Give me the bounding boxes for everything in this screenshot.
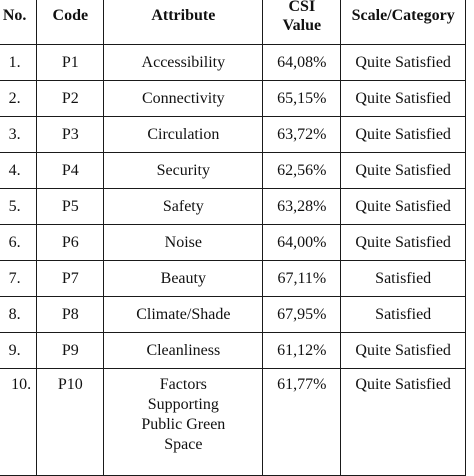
- header-csi-line2: Value: [282, 16, 322, 34]
- cell-attribute: Factors Supporting Public Green Space: [103, 368, 264, 476]
- cell-scale: Quite Satisfied: [340, 224, 466, 261]
- table-body: 1. P1 Accessibility 64,08% Quite Satisfi…: [0, 44, 466, 476]
- cell-no: 8.: [0, 296, 38, 333]
- cell-scale: Quite Satisfied: [340, 152, 466, 189]
- cell-attribute: Connectivity: [103, 80, 264, 117]
- cell-attribute-line: Public Green: [141, 416, 226, 433]
- table-row: 4. P4 Security 62,56% Quite Satisfied: [0, 152, 466, 189]
- cell-csi-value: 63,72%: [262, 116, 342, 153]
- cell-csi-value: 67,95%: [262, 296, 342, 333]
- cell-scale: Quite Satisfied: [340, 80, 466, 117]
- table-header: No. Code Attribute CSI Value Scale/Categ…: [0, 0, 466, 45]
- cell-csi-value: 65,15%: [262, 80, 342, 117]
- header-csi-line1: CSI: [288, 0, 316, 15]
- cell-code: P1: [36, 44, 105, 81]
- cell-attribute: Cleanliness: [103, 332, 264, 369]
- cell-code: P5: [36, 188, 105, 225]
- cell-no: 9.: [0, 332, 38, 369]
- cell-scale: Satisfied: [340, 260, 466, 297]
- table-row: 1. P1 Accessibility 64,08% Quite Satisfi…: [0, 44, 466, 81]
- cell-attribute-line: Factors: [159, 376, 207, 393]
- header-no: No.: [0, 0, 38, 45]
- cell-code: P10: [36, 368, 105, 476]
- header-csi-value: CSI Value: [262, 0, 342, 45]
- cell-code: P7: [36, 260, 105, 297]
- cell-attribute: Accessibility: [103, 44, 264, 81]
- header-row: No. Code Attribute CSI Value Scale/Categ…: [0, 0, 466, 45]
- cell-code: P3: [36, 116, 105, 153]
- cell-code: P6: [36, 224, 105, 261]
- cell-attribute: Safety: [103, 188, 264, 225]
- cell-scale: Quite Satisfied: [340, 188, 466, 225]
- cell-no: 4.: [0, 152, 38, 189]
- cell-csi-value: 63,28%: [262, 188, 342, 225]
- cell-attribute: Beauty: [103, 260, 264, 297]
- cell-attribute: Security: [103, 152, 264, 189]
- cell-attribute: Noise: [103, 224, 264, 261]
- header-attribute: Attribute: [103, 0, 264, 45]
- table-row: 9. P9 Cleanliness 61,12% Quite Satisfied: [0, 332, 466, 369]
- cell-no: 7.: [0, 260, 38, 297]
- cell-no: 6.: [0, 224, 38, 261]
- cell-attribute-line: Supporting: [147, 396, 219, 413]
- cell-csi-value: 64,08%: [262, 44, 342, 81]
- cell-csi-value: 61,12%: [262, 332, 342, 369]
- cell-attribute: Climate/Shade: [103, 296, 264, 333]
- cell-no: 3.: [0, 116, 38, 153]
- cell-scale: Quite Satisfied: [340, 116, 466, 153]
- table-row: 2. P2 Connectivity 65,15% Quite Satisfie…: [0, 80, 466, 117]
- cell-code: P2: [36, 80, 105, 117]
- cell-attribute: Circulation: [103, 116, 264, 153]
- cell-code: P8: [36, 296, 105, 333]
- table-row: 8. P8 Climate/Shade 67,95% Satisfied: [0, 296, 466, 333]
- cell-code: P9: [36, 332, 105, 369]
- cell-attribute-line: Space: [164, 436, 203, 453]
- cell-scale: Quite Satisfied: [340, 332, 466, 369]
- cell-code: P4: [36, 152, 105, 189]
- table-row: 7. P7 Beauty 67,11% Satisfied: [0, 260, 466, 297]
- cell-scale: Quite Satisfied: [340, 368, 466, 476]
- cell-csi-value: 62,56%: [262, 152, 342, 189]
- cell-csi-value: 64,00%: [262, 224, 342, 261]
- cell-no: 1.: [0, 44, 38, 81]
- table-row: 6. P6 Noise 64,00% Quite Satisfied: [0, 224, 466, 261]
- table-row: 10. P10 Factors Supporting Public Green …: [0, 368, 466, 476]
- cell-csi-value: 61,77%: [262, 368, 342, 476]
- header-scale-category: Scale/Category: [340, 0, 466, 45]
- cell-scale: Quite Satisfied: [340, 44, 466, 81]
- cell-no: 5.: [0, 188, 38, 225]
- cell-scale: Satisfied: [340, 296, 466, 333]
- cell-no: 2.: [0, 80, 38, 117]
- cell-no: 10.: [0, 368, 38, 476]
- table-row: 3. P3 Circulation 63,72% Quite Satisfied: [0, 116, 466, 153]
- header-code: Code: [36, 0, 105, 45]
- table-row: 5. P5 Safety 63,28% Quite Satisfied: [0, 188, 466, 225]
- cell-csi-value: 67,11%: [262, 260, 342, 297]
